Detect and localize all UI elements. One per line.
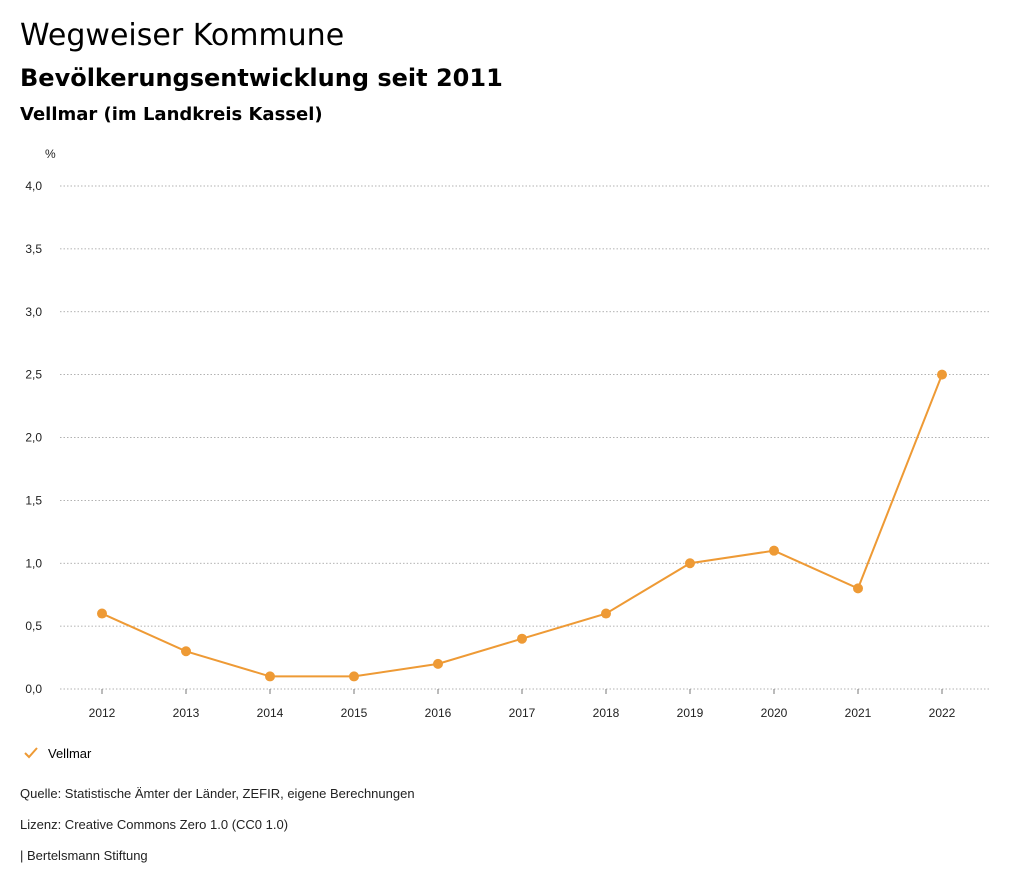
data-point[interactable]: [853, 583, 863, 594]
y-axis-label: %: [45, 147, 56, 161]
x-tick-label: 2016: [425, 706, 452, 720]
publisher-note: | Bertelsmann Stiftung: [20, 848, 148, 863]
x-tick-label: 2014: [257, 706, 284, 720]
page-title: Wegweiser Kommune: [20, 18, 345, 53]
data-point[interactable]: [97, 608, 107, 619]
legend-label: Vellmar: [48, 745, 92, 761]
x-tick-label: 2017: [509, 706, 536, 720]
data-point[interactable]: [685, 558, 695, 569]
x-axis-ticks: 2012 2013 2014 2015 2016 2017 2018 2019 2020 2021…: [89, 689, 956, 720]
x-tick-label: 2019: [677, 706, 704, 720]
y-tick-label: 4,0: [25, 179, 42, 193]
data-point[interactable]: [349, 671, 359, 682]
grid-lines: [60, 185, 990, 690]
y-tick-label: 3,5: [25, 242, 42, 256]
y-tick-label: 0,5: [25, 619, 42, 633]
data-point[interactable]: [433, 658, 443, 669]
y-tick-label: 3,0: [25, 305, 42, 319]
legend-item-vellmar[interactable]: Vellmar: [22, 744, 91, 762]
x-tick-label: 2021: [845, 706, 872, 720]
x-tick-label: 2018: [593, 706, 620, 720]
data-point[interactable]: [937, 369, 947, 380]
x-tick-label: 2022: [929, 706, 956, 720]
data-point[interactable]: [181, 646, 191, 657]
series-line: [101, 374, 943, 678]
x-tick-label: 2013: [173, 706, 200, 720]
chart-subtitle: Bevölkerungsentwicklung seit 2011: [20, 64, 503, 92]
license-note: Lizenz: Creative Commons Zero 1.0 (CC0 1…: [20, 817, 289, 832]
y-tick-label: 0,0: [25, 682, 42, 696]
data-point[interactable]: [769, 545, 779, 556]
data-point[interactable]: [265, 671, 275, 682]
data-point[interactable]: [601, 608, 611, 619]
check-icon: [24, 747, 38, 759]
y-tick-label: 1,0: [25, 556, 42, 570]
y-axis-ticks: 0,0 0,5 1,0 1,5 2,0 2,5 3,0 3,5 4,0: [25, 179, 42, 696]
x-tick-label: 2012: [89, 706, 116, 720]
y-tick-label: 1,5: [25, 493, 42, 507]
x-tick-label: 2020: [761, 706, 788, 720]
y-tick-label: 2,0: [25, 431, 42, 445]
data-point[interactable]: [517, 633, 527, 644]
x-tick-label: 2015: [341, 706, 368, 720]
source-note: Quelle: Statistische Ämter der Länder, Z…: [20, 786, 415, 801]
region-label: Vellmar (im Landkreis Kassel): [20, 104, 323, 125]
series-vellmar: [97, 369, 947, 682]
y-tick-label: 2,5: [25, 368, 42, 382]
line-chart: 0,0 0,5 1,0 1,5 2,0 2,5 3,0 3,5 4,0 2012 2013 2014…: [25, 147, 990, 720]
